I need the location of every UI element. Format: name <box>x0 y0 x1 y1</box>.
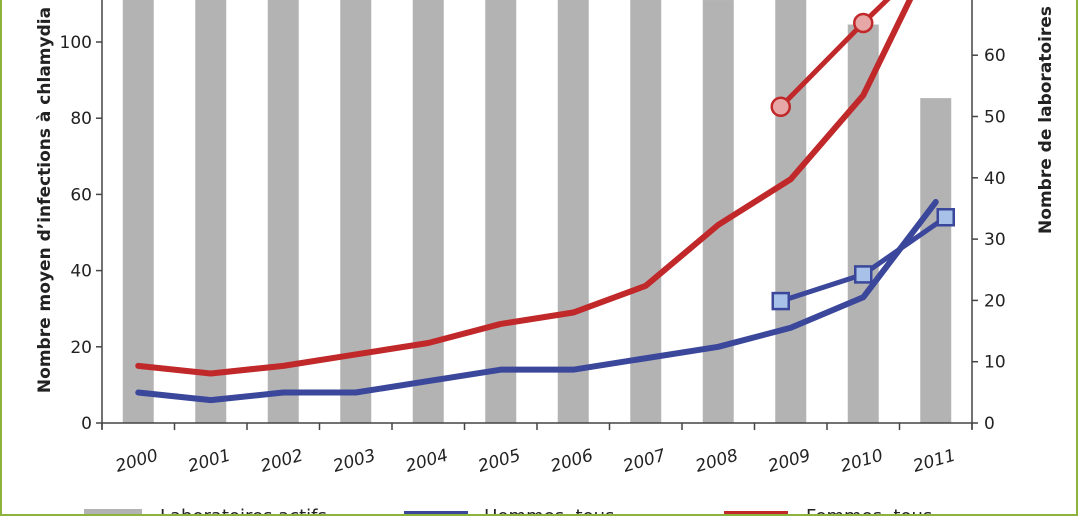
y-right-tick-label: 50 <box>984 108 1006 128</box>
y-right-tick-label: 30 <box>984 230 1006 250</box>
legend-label-0: Laboratoires actifs <box>160 506 327 516</box>
bar-laboratoires-2000 <box>122 0 154 424</box>
x-tick-label-2005: 2005 <box>476 446 523 477</box>
bar-laboratoires-2002 <box>267 0 299 424</box>
bar-laboratoires-2010 <box>847 24 879 424</box>
series-line-hommes <box>135 199 939 404</box>
legend-swatch-bars <box>84 509 142 514</box>
legend-label-2: Femmes, tous <box>806 506 932 516</box>
y-right-tick-label: 40 <box>984 169 1006 189</box>
legend-label-1: Hommes, tous <box>484 506 614 516</box>
bar-laboratoires-2005 <box>485 0 517 424</box>
marker-square-2011 <box>936 208 955 227</box>
series-line-femmes <box>135 0 914 377</box>
bar-laboratoires-2011 <box>920 98 952 424</box>
y-right-tick-label: 10 <box>984 353 1006 373</box>
y-left-tick-label: 60 <box>70 185 92 205</box>
x-tick-label-2000: 2000 <box>113 446 160 477</box>
x-tick-label-2011: 2011 <box>911 446 958 477</box>
bar-laboratoires-2009 <box>775 0 807 424</box>
y-left-tick-label: 40 <box>70 262 92 282</box>
bar-laboratoires-2001 <box>195 0 227 424</box>
y-right-tick-label: 60 <box>984 46 1006 66</box>
bar-laboratoires-2008 <box>702 0 734 424</box>
x-tick-label-2008: 2008 <box>693 446 740 477</box>
x-tick-label-2002: 2002 <box>258 446 305 477</box>
x-tick-label-2004: 2004 <box>403 446 450 477</box>
y-right-tick-label: 0 <box>984 414 995 434</box>
y-axis-left-title: Nombre moyen d’infections à chlamydia <box>35 7 55 393</box>
x-tick-label-2003: 2003 <box>331 446 378 477</box>
x-tick-label-2007: 2007 <box>621 446 668 477</box>
marker-square-2010 <box>854 265 873 284</box>
marker-square-2009 <box>771 291 790 311</box>
marker-circle-2009 <box>770 96 791 118</box>
y-left-tick-label: 0 <box>81 414 92 434</box>
x-tick-label-2001: 2001 <box>186 446 233 477</box>
x-tick-label-2010: 2010 <box>838 446 885 477</box>
marker-circle-2010 <box>853 12 874 34</box>
x-tick-label-2006: 2006 <box>548 446 595 477</box>
y-left-tick-label: 80 <box>70 109 92 129</box>
bar-laboratoires-2007 <box>630 0 662 424</box>
bar-laboratoires-2006 <box>557 0 589 424</box>
y-right-tick-label: 20 <box>984 291 1006 311</box>
y-left-tick-label: 100 <box>60 33 92 53</box>
x-tick-label-2009: 2009 <box>766 446 813 477</box>
y-right-tick-label: 70 <box>984 0 1006 5</box>
bar-laboratoires-2003 <box>340 0 372 424</box>
bar-laboratoires-2004 <box>412 0 444 424</box>
y-axis-right-title: Nombre de laboratoires <box>1036 6 1056 234</box>
y-left-tick-label: 20 <box>70 338 92 358</box>
